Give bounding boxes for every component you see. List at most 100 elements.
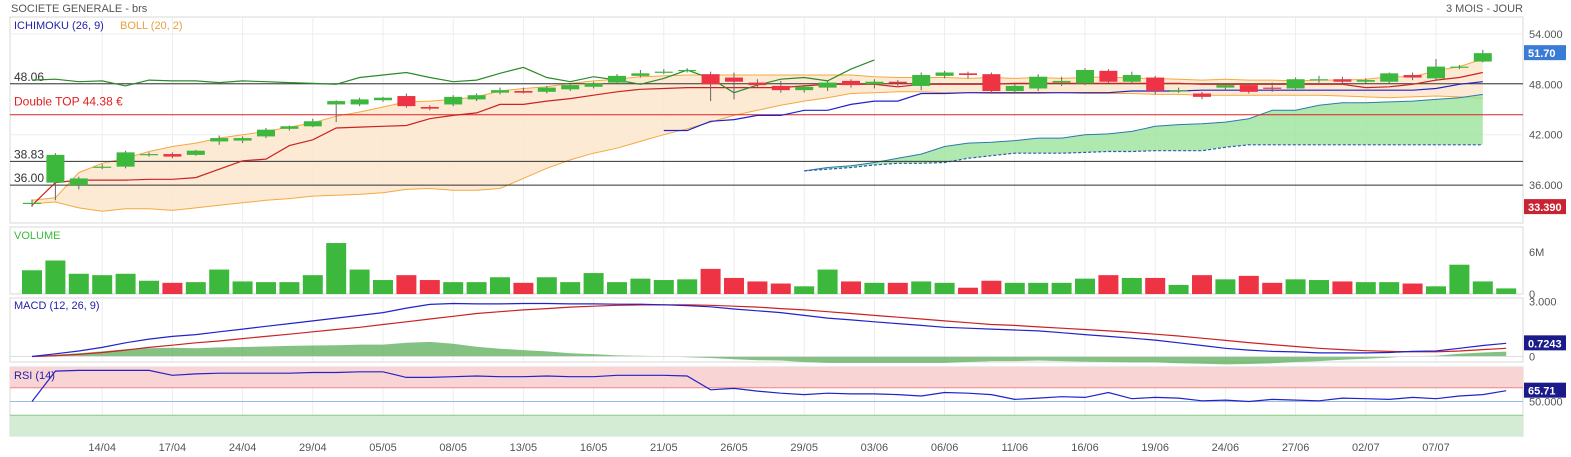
- x-tick-label: 26/05: [720, 442, 748, 454]
- volume-bar: [1379, 282, 1400, 294]
- candle-body: [678, 69, 697, 72]
- volume-bar: [1426, 286, 1446, 294]
- volume-bar: [887, 282, 908, 294]
- candle-body: [1005, 85, 1024, 91]
- candle-body: [69, 178, 88, 186]
- rsi-oversold-zone: [10, 415, 1523, 436]
- candle-body: [210, 138, 229, 142]
- x-tick-label: 24/06: [1212, 442, 1240, 454]
- candle-body: [327, 101, 346, 105]
- volume-bar: [68, 273, 89, 294]
- candle-body: [1333, 79, 1352, 82]
- volume-bar: [419, 280, 440, 294]
- rsi-overbought-zone: [10, 367, 1523, 388]
- macd-line: [31, 302, 1507, 358]
- candle-body: [631, 73, 650, 76]
- volume-bar: [1051, 282, 1072, 294]
- volume-bar: [817, 269, 838, 294]
- boll-band: [32, 59, 1483, 212]
- rsi-tag-value: 65.71: [1528, 386, 1556, 398]
- candle-body: [982, 74, 1001, 91]
- x-tick-label: 05/05: [369, 442, 397, 454]
- chart-title: SOCIETE GENERALE - brs: [11, 3, 148, 15]
- candle-body: [303, 121, 322, 127]
- y-tick-label: 48.000: [1529, 79, 1563, 91]
- volume-bar: [443, 282, 464, 294]
- volume-bar: [536, 277, 557, 294]
- macd-histogram: [32, 341, 1507, 365]
- volume-bar: [162, 282, 183, 294]
- ichimoku-label: ICHIMOKU (26, 9): [14, 20, 104, 32]
- x-tick-label: 19/06: [1141, 442, 1169, 454]
- x-tick-label: 02/07: [1352, 442, 1380, 454]
- candle-body: [584, 83, 603, 87]
- candle-body: [1473, 53, 1492, 62]
- candle-body: [1450, 66, 1469, 68]
- volume-bar: [864, 282, 885, 294]
- volume-bar: [981, 280, 1002, 294]
- candle-body: [374, 97, 392, 101]
- candle-body: [818, 82, 837, 88]
- candle-body: [280, 126, 299, 129]
- y-tick-label: 42.000: [1529, 130, 1563, 142]
- volume-bar: [279, 282, 300, 294]
- last-price-tag: [1524, 45, 1566, 61]
- candle-body: [842, 80, 860, 86]
- volume-bar: [700, 268, 721, 294]
- macd-label: MACD (12, 26, 9): [14, 300, 100, 312]
- macd-tag: [1524, 335, 1566, 351]
- candle-body: [1427, 66, 1445, 79]
- candle-body: [46, 154, 65, 183]
- candle-body: [23, 202, 41, 205]
- volume-bar: [45, 260, 66, 294]
- volume-bar: [653, 280, 674, 294]
- candle-body: [514, 90, 533, 93]
- volume-bar: [583, 273, 604, 294]
- volume-bar: [22, 270, 42, 294]
- volume-bar: [373, 280, 393, 294]
- x-tick-label: 13/05: [510, 442, 538, 454]
- period-label[interactable]: 3 MOIS - JOUR: [1445, 3, 1523, 15]
- candle-body: [397, 96, 416, 107]
- volume-bar: [490, 277, 510, 294]
- x-tick-label: 06/06: [931, 442, 959, 454]
- volume-bar: [466, 282, 487, 294]
- candle-body: [1239, 85, 1258, 92]
- candle-body: [725, 77, 743, 82]
- x-tick-label: 21/05: [650, 442, 678, 454]
- volume-bar: [560, 282, 581, 294]
- candle-body: [1216, 85, 1235, 88]
- candle-body: [561, 85, 580, 90]
- volume-bar: [724, 277, 744, 294]
- x-tick-label: 14/04: [88, 442, 116, 454]
- low-price-tag: [1524, 199, 1566, 215]
- candle-body: [654, 71, 673, 73]
- candle-body: [1076, 69, 1094, 84]
- volume-bar: [794, 286, 815, 294]
- senkou-a-line: [804, 93, 1483, 172]
- x-tick-label: 29/04: [299, 442, 327, 454]
- candle-body: [186, 150, 205, 155]
- volume-bar: [326, 243, 347, 294]
- macd-tick-label: 0: [1529, 352, 1535, 364]
- volume-bar: [513, 282, 534, 294]
- macd-tick-label: 3.000: [1529, 297, 1557, 309]
- volume-bar: [302, 275, 323, 294]
- macd-tag-value: 0.7243: [1528, 338, 1562, 350]
- rsi-line: [31, 369, 1507, 403]
- candle-body: [491, 90, 509, 93]
- candle-body: [163, 154, 182, 157]
- volume-bar: [1262, 282, 1283, 294]
- volume-bar: [349, 269, 370, 294]
- candle-body: [888, 81, 907, 84]
- volume-label: VOLUME: [14, 230, 60, 242]
- candle-body: [865, 81, 884, 85]
- last-price-value: 51.70: [1528, 48, 1556, 60]
- candle-body: [444, 96, 463, 105]
- volume-bar: [139, 280, 159, 294]
- volume-bar: [1355, 282, 1376, 294]
- volume-bar: [1215, 279, 1236, 294]
- volume-bar: [1145, 277, 1166, 294]
- x-tick-label: 17/04: [159, 442, 187, 454]
